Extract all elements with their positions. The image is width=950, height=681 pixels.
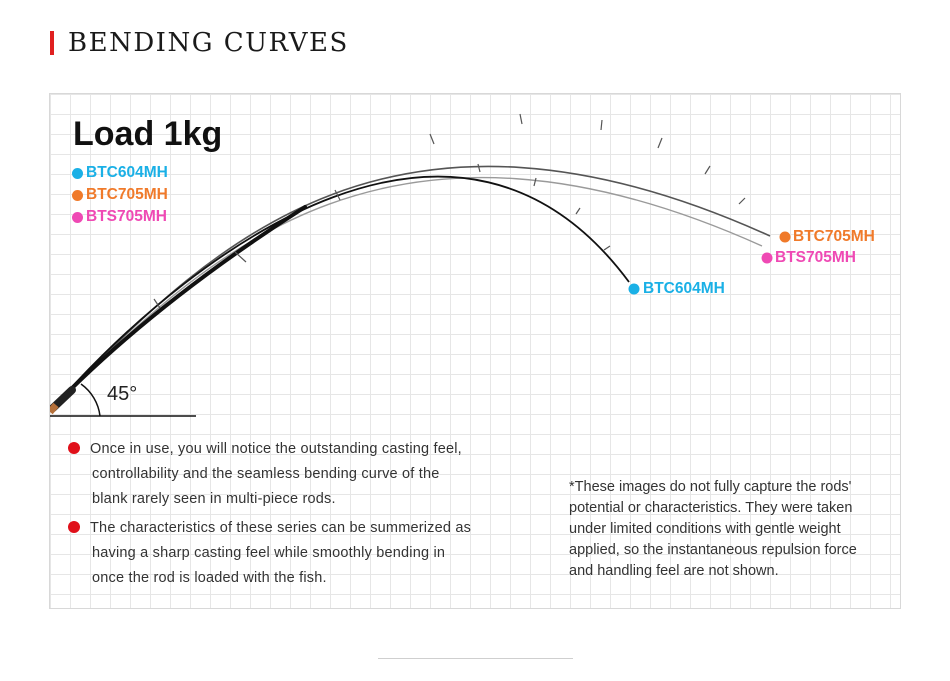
footer-divider [378, 658, 573, 659]
note-line: *These images do not fully capture the r… [569, 479, 852, 495]
disclaimer-note: *These images do not fully capture the r… [569, 477, 899, 582]
guide-mark [519, 113, 523, 125]
bending-curves-panel: Load 1kg BTC604MH BTC705MH BTS705MH BTC7… [49, 93, 901, 609]
rod-butt-section [54, 205, 307, 406]
legend-label: BTC604MH [86, 164, 168, 181]
guide-mark [334, 189, 341, 201]
legend-item-btc604mh: BTC604MH [72, 162, 168, 184]
bullet-line: blank rarely seen in multi-piece rods. [92, 491, 336, 507]
bullet-line: Once in use, you will notice the outstan… [90, 441, 462, 457]
legend-dot [72, 211, 83, 223]
bullet-dot [68, 442, 80, 454]
legend-label: BTS705MH [86, 208, 167, 225]
note-line: applied, so the instantaneous repulsion … [569, 542, 857, 558]
note-line: under limited conditions with gentle wei… [569, 521, 841, 537]
curve-btc705mh [59, 165, 771, 401]
bullet-item: Once in use, you will notice the outstan… [68, 437, 528, 512]
guide-mark [234, 251, 247, 263]
section-header: BENDING CURVES [50, 28, 349, 58]
curve-btc604mh [59, 175, 630, 401]
bullet-line: controllability and the seamless bending… [92, 466, 440, 482]
legend: BTC604MH BTC705MH BTS705MH [72, 162, 168, 228]
page-title: BENDING CURVES [68, 28, 349, 58]
bullet-dot [68, 521, 80, 533]
guide-mark [575, 207, 581, 215]
guide-mark [429, 133, 435, 145]
bullet-line: The characteristics of these series can … [90, 520, 472, 536]
angle-label: 45° [107, 383, 138, 405]
guide-mark [738, 197, 746, 205]
angle-arc [80, 383, 101, 417]
note-line: and handling feel are not shown. [569, 563, 779, 579]
header-accent-bar [50, 31, 54, 55]
feature-bullets: Once in use, you will notice the outstan… [68, 437, 528, 595]
tip-label-btc604mh: BTC604MH [643, 280, 725, 297]
guide-mark [657, 137, 663, 149]
load-title: Load 1kg [73, 115, 223, 153]
tip-label-btc705mh: BTC705MH [793, 228, 875, 245]
legend-item-bts705mh: BTS705MH [72, 206, 168, 228]
legend-item-btc705mh: BTC705MH [72, 184, 168, 206]
guide-mark [477, 163, 481, 173]
tip-marker-btc705mh [779, 231, 791, 243]
bending-curves-diagram [50, 113, 791, 417]
bullet-item: The characteristics of these series can … [68, 516, 528, 591]
tip-label-bts705mh: BTS705MH [775, 249, 856, 266]
guide-mark [704, 165, 711, 175]
tip-marker-bts705mh [761, 252, 773, 264]
legend-label: BTC705MH [86, 186, 168, 203]
legend-dot [72, 167, 83, 179]
guide-mark [600, 119, 603, 131]
guide-mark [603, 245, 611, 251]
bullet-line: having a sharp casting feel while smooth… [92, 545, 446, 561]
bullet-line: once the rod is loaded with the fish. [92, 570, 327, 586]
guide-mark [533, 177, 537, 187]
note-line: potential or characteristics. They were … [569, 500, 853, 516]
rod-grip [50, 402, 59, 415]
rod-guides [153, 113, 746, 309]
rod-handle [50, 386, 76, 412]
legend-dot [72, 189, 83, 201]
tip-marker-btc604mh [628, 283, 640, 295]
guide-mark [153, 298, 161, 309]
